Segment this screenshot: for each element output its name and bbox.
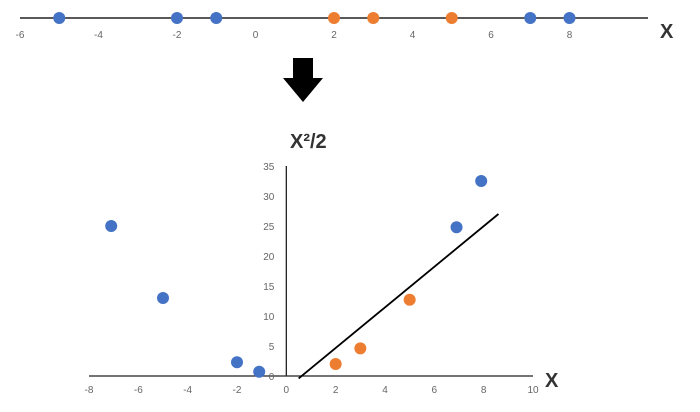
top-tick-label: -4 [94, 30, 103, 41]
x-tick-label: 2 [333, 385, 339, 396]
scatter-point [354, 342, 367, 355]
top-point [171, 12, 183, 24]
top-tick-label: -2 [173, 30, 182, 41]
x-tick-label: 0 [284, 385, 290, 396]
y-tick-labels: 0 5 10 15 20 25 30 35 [263, 162, 275, 383]
x-tick-label: 10 [527, 385, 539, 396]
x-tick-labels: -8 -6 -4 -2 0 2 4 6 8 10 [85, 385, 539, 396]
y-tick-label: 5 [269, 342, 275, 353]
scatter-points [105, 175, 488, 378]
top-tick-label: -6 [16, 30, 25, 41]
y-tick-label: 35 [263, 162, 275, 173]
scatter-point [450, 221, 463, 234]
top-points [53, 12, 576, 24]
x-tick-label: -8 [85, 385, 94, 396]
scatter-point [157, 292, 169, 304]
y-tick-label: 30 [263, 192, 275, 203]
y-tick-label: 15 [263, 282, 275, 293]
top-tick-label: 2 [331, 30, 337, 41]
x-tick-label: -2 [233, 385, 242, 396]
y-tick-label: 20 [263, 252, 275, 263]
top-point [563, 12, 576, 24]
separator-line [298, 213, 500, 380]
top-point [53, 12, 66, 24]
top-tick-label: 0 [253, 30, 259, 41]
down-arrow-icon [283, 58, 323, 102]
scatter-point [253, 365, 266, 378]
x-tick-label: -6 [134, 385, 143, 396]
x-tick-label: -4 [183, 385, 192, 396]
bottom-scatter-plot: -8 -6 -4 -2 0 2 4 6 8 10 0 5 10 15 20 25 30 35 X²/2 X [85, 131, 559, 396]
top-tick-label: 4 [410, 30, 416, 41]
scatter-point [105, 220, 118, 232]
top-point [328, 12, 340, 24]
scatter-point [403, 293, 416, 306]
x-axis-label: X [545, 370, 559, 392]
x-tick-label: 4 [382, 385, 388, 396]
y-tick-label: 10 [263, 312, 275, 323]
top-axis-label: X [660, 21, 674, 43]
top-tick-label: 8 [567, 30, 573, 41]
scatter-point [231, 356, 243, 369]
top-point [524, 12, 537, 24]
x-tick-label: 6 [432, 385, 438, 396]
top-tick-labels: -6 -4 -2 0 2 4 6 8 [16, 30, 573, 41]
top-tick-label: 6 [488, 30, 494, 41]
scatter-point [329, 358, 342, 370]
top-number-line: -6 -4 -2 0 2 4 6 8 X [16, 12, 674, 43]
top-point [210, 12, 223, 24]
y-tick-label: 25 [263, 222, 275, 233]
y-tick-label: 0 [269, 372, 275, 383]
x-tick-label: 8 [481, 385, 487, 396]
top-point [445, 12, 458, 24]
top-point [367, 12, 380, 24]
scatter-point [475, 175, 488, 187]
y-axis-label: X²/2 [290, 131, 327, 153]
